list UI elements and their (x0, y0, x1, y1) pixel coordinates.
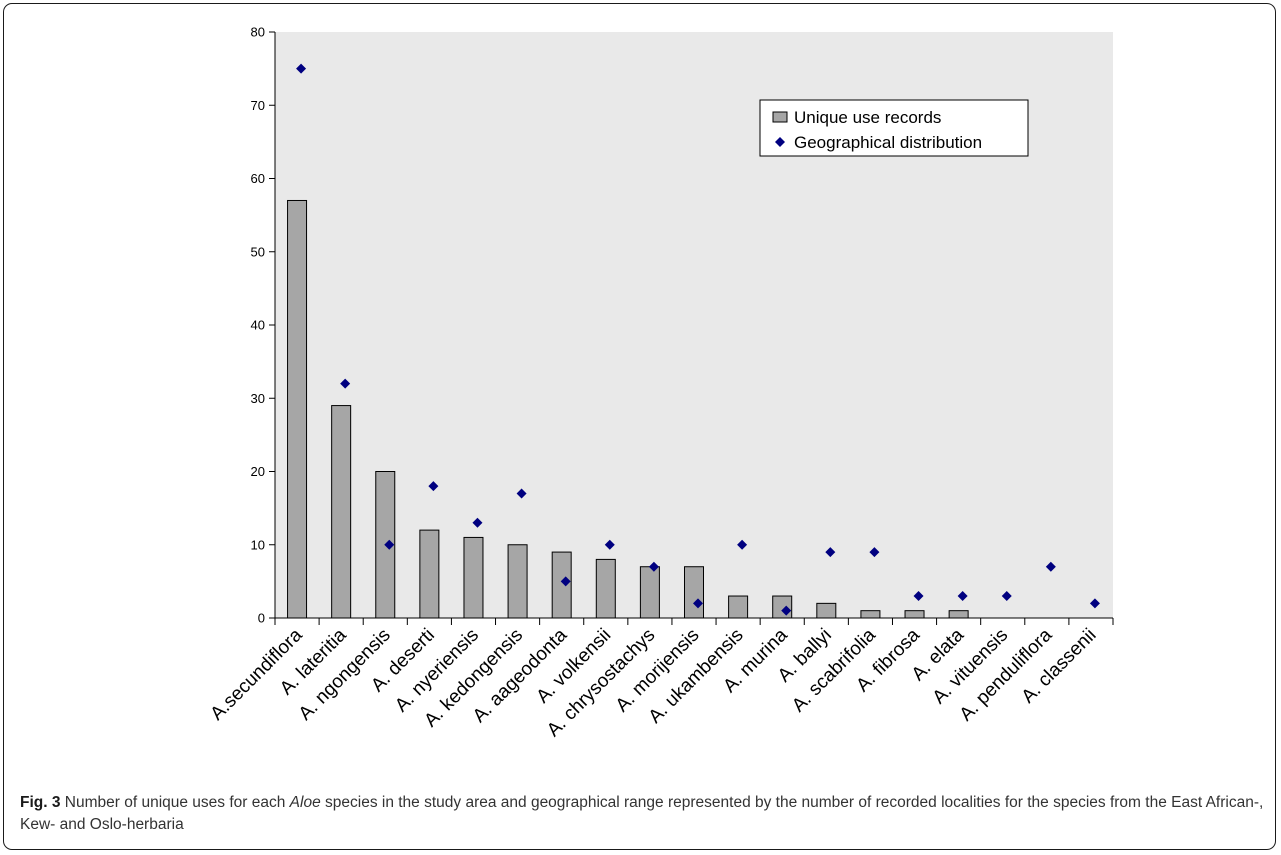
bar (331, 405, 352, 619)
diamond-marker (560, 576, 571, 587)
diamond-marker (604, 539, 615, 550)
marker-series (296, 63, 1100, 616)
legend-box (759, 99, 1029, 157)
y-tick-label: 80 (251, 25, 265, 40)
diamond-marker (737, 539, 748, 550)
diamond-marker (648, 561, 659, 572)
diamond-marker (693, 598, 703, 609)
diamond-marker (1001, 591, 1012, 602)
bar (816, 602, 837, 619)
caption-text-1: Number of unique uses for each (60, 794, 290, 811)
figure-frame (3, 3, 1276, 850)
legend: Unique use records Geographical distribu… (759, 99, 1029, 157)
diamond-marker (869, 547, 880, 558)
diamond-marker (472, 517, 483, 528)
y-tick-label: 60 (251, 171, 265, 186)
diamond-marker (1045, 561, 1056, 572)
diamond-marker (957, 591, 968, 602)
y-tick-label: 30 (251, 391, 265, 406)
diamond-marker (384, 539, 395, 550)
bar (463, 536, 484, 619)
bar (948, 610, 969, 619)
bar (684, 566, 704, 619)
bar (728, 595, 749, 619)
diamond-marker (340, 378, 351, 389)
y-tick-label: 70 (251, 98, 265, 113)
y-axis: 0 10 20 30 40 50 60 70 80 (251, 25, 276, 626)
bar-series (287, 199, 969, 619)
bar (287, 199, 308, 619)
y-tick-label: 50 (251, 244, 265, 259)
bar (507, 544, 528, 619)
bar (904, 610, 925, 619)
figure-caption: Fig. 3 Number of unique uses for each Al… (20, 792, 1265, 836)
diamond-marker (296, 63, 307, 74)
y-tick-label: 10 (251, 537, 265, 552)
diamond-marker (428, 481, 439, 492)
bar (639, 566, 660, 619)
y-tick-label: 20 (251, 464, 265, 479)
bar (860, 610, 881, 619)
legend-swatch-bar (772, 111, 788, 123)
figure-label: Fig. 3 (20, 794, 61, 811)
caption-text-2: species in the study area and geographic… (20, 794, 1264, 833)
caption-genus: Aloe (289, 794, 321, 811)
y-tick-label: 0 (258, 611, 265, 626)
legend-label-geographical-distribution: Geographical distribution (794, 133, 982, 152)
legend-label-unique-use-records: Unique use records (794, 108, 941, 127)
bar (551, 551, 572, 619)
diamond-marker (825, 547, 836, 558)
diamond-marker (1089, 598, 1100, 609)
bar (419, 529, 440, 619)
y-tick-label: 40 (251, 318, 265, 333)
bar (595, 558, 616, 619)
diamond-marker (516, 488, 527, 499)
diamond-marker (781, 605, 792, 616)
diamond-marker (913, 591, 924, 602)
bar (772, 595, 793, 619)
legend-swatch-diamond (775, 137, 785, 147)
